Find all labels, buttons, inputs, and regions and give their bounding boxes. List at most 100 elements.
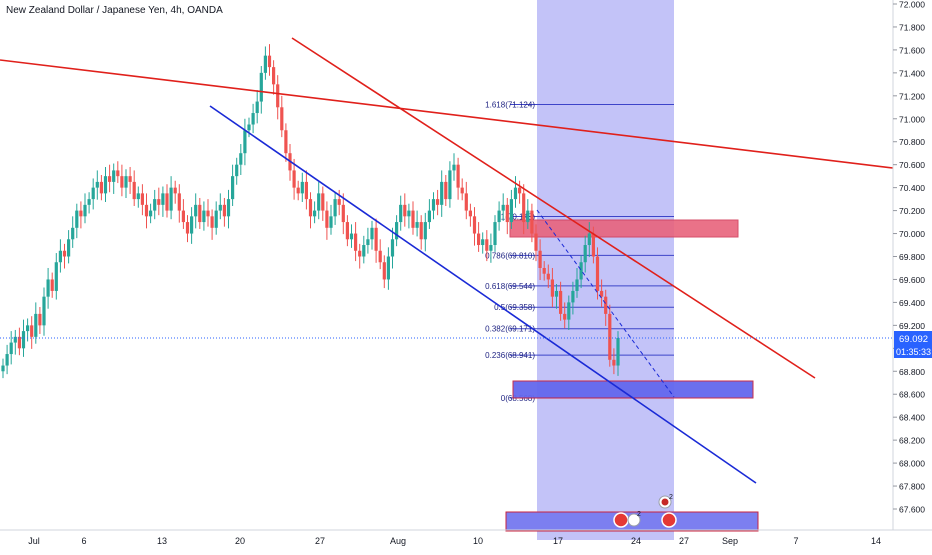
- candle-body[interactable]: [591, 233, 595, 257]
- demand-zone[interactable]: [512, 380, 754, 399]
- candle-body[interactable]: [616, 337, 620, 366]
- candle-body[interactable]: [559, 290, 563, 314]
- candle-body[interactable]: [423, 222, 427, 240]
- candle-body[interactable]: [333, 199, 337, 217]
- candle-body[interactable]: [366, 239, 370, 246]
- candle-body[interactable]: [440, 181, 444, 205]
- candle-body[interactable]: [1, 365, 5, 372]
- candle-body[interactable]: [485, 239, 489, 251]
- candle-body[interactable]: [407, 210, 411, 217]
- event-marker-1[interactable]: [613, 512, 629, 528]
- candle-body[interactable]: [612, 359, 616, 366]
- candle-body[interactable]: [526, 210, 530, 223]
- candle-body[interactable]: [153, 199, 157, 211]
- candle-body[interactable]: [128, 176, 132, 182]
- candle-body[interactable]: [165, 193, 169, 211]
- candle-body[interactable]: [362, 245, 366, 257]
- candle-body[interactable]: [550, 279, 554, 297]
- candle-body[interactable]: [399, 204, 403, 223]
- steep-red-trendline[interactable]: [291, 37, 816, 379]
- candle-body[interactable]: [390, 239, 395, 257]
- candle-body[interactable]: [83, 204, 87, 217]
- candle-body[interactable]: [292, 170, 296, 188]
- candle-body[interactable]: [509, 199, 513, 223]
- candle-body[interactable]: [505, 204, 509, 223]
- candle-body[interactable]: [382, 262, 386, 280]
- candle-body[interactable]: [26, 325, 30, 332]
- candle-body[interactable]: [321, 193, 325, 211]
- candle-body[interactable]: [149, 210, 153, 217]
- candle-body[interactable]: [427, 210, 431, 223]
- candle-body[interactable]: [54, 262, 58, 291]
- candle-body[interactable]: [5, 354, 9, 366]
- candle-body[interactable]: [210, 216, 214, 228]
- candle-body[interactable]: [481, 239, 485, 246]
- candle-body[interactable]: [358, 250, 362, 257]
- candle-body[interactable]: [583, 245, 587, 263]
- candle-body[interactable]: [214, 210, 218, 228]
- candle-body[interactable]: [436, 199, 440, 205]
- candle-body[interactable]: [493, 222, 497, 246]
- candle-body[interactable]: [284, 130, 288, 154]
- candle-body[interactable]: [103, 176, 108, 194]
- candle-body[interactable]: [448, 170, 452, 200]
- candle-body[interactable]: [38, 313, 42, 326]
- candle-body[interactable]: [513, 187, 518, 200]
- candle-body[interactable]: [345, 222, 349, 240]
- candle-body[interactable]: [341, 204, 345, 223]
- candle-body[interactable]: [157, 199, 161, 205]
- candle-body[interactable]: [95, 181, 99, 188]
- candle-body[interactable]: [415, 222, 419, 228]
- candle-body[interactable]: [317, 193, 321, 211]
- candle-body[interactable]: [112, 170, 116, 182]
- candle-body[interactable]: [304, 181, 308, 200]
- candle-body[interactable]: [218, 204, 222, 211]
- candle-body[interactable]: [431, 199, 436, 211]
- candle-body[interactable]: [34, 313, 38, 337]
- candle-body[interactable]: [136, 193, 140, 200]
- candle-body[interactable]: [571, 290, 575, 303]
- event-marker-3[interactable]: [661, 512, 677, 528]
- candle-body[interactable]: [198, 204, 202, 223]
- candle-body[interactable]: [604, 296, 608, 314]
- candle-body[interactable]: [608, 313, 612, 360]
- candle-body[interactable]: [161, 193, 165, 205]
- candle-body[interactable]: [17, 336, 21, 349]
- event-markers[interactable]: 2 2: [613, 494, 677, 528]
- candle-body[interactable]: [411, 210, 415, 228]
- candle-body[interactable]: [50, 279, 54, 291]
- candle-body[interactable]: [46, 279, 50, 297]
- candle-body[interactable]: [120, 176, 124, 188]
- candle-body[interactable]: [235, 164, 239, 177]
- candle-body[interactable]: [181, 210, 185, 223]
- candle-body[interactable]: [542, 267, 546, 274]
- candle-body[interactable]: [116, 170, 120, 177]
- candle-body[interactable]: [226, 199, 231, 217]
- candle-body[interactable]: [99, 181, 103, 194]
- candle-body[interactable]: [518, 187, 522, 194]
- candle-body[interactable]: [62, 250, 67, 257]
- candle-body[interactable]: [132, 181, 136, 200]
- candle-body[interactable]: [231, 176, 235, 200]
- candle-body[interactable]: [530, 210, 534, 234]
- dashed-projection-line[interactable]: [536, 209, 675, 398]
- candle-body[interactable]: [21, 331, 26, 349]
- candle-body[interactable]: [169, 187, 173, 211]
- candle-body[interactable]: [563, 313, 567, 320]
- candle-body[interactable]: [222, 204, 226, 217]
- candle-body[interactable]: [194, 204, 198, 217]
- candle-body[interactable]: [185, 222, 190, 234]
- candle-body[interactable]: [276, 84, 280, 108]
- candle-body[interactable]: [567, 302, 571, 320]
- candle-body[interactable]: [386, 256, 390, 280]
- candle-body[interactable]: [575, 279, 579, 291]
- candle-body[interactable]: [403, 204, 407, 217]
- candle-body[interactable]: [374, 227, 378, 251]
- candle-body[interactable]: [144, 204, 149, 217]
- candle-body[interactable]: [71, 227, 75, 240]
- candle-body[interactable]: [546, 273, 550, 280]
- supply-zone[interactable]: [509, 219, 739, 238]
- blue-channel-line[interactable]: [209, 105, 757, 484]
